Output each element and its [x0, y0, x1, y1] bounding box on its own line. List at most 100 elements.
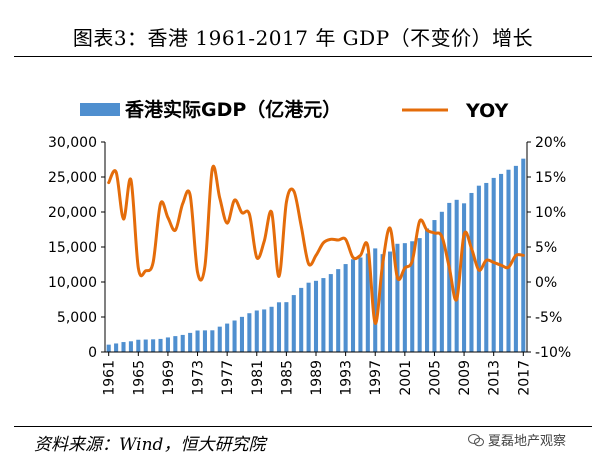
x-tick-label: 1961	[102, 360, 118, 396]
gdp-bar-1996	[365, 253, 370, 352]
title-divider	[14, 56, 592, 57]
right-tick-label: 10%	[535, 205, 566, 221]
gdp-bar-1989	[313, 280, 319, 352]
source-note: 资料来源：Wind，恒大研究院	[34, 435, 266, 455]
gdp-bar-1968	[158, 338, 163, 352]
gdp-bar-2008	[454, 199, 459, 352]
gdp-bar-2007	[447, 202, 452, 352]
gdp-bar-1987	[299, 287, 304, 352]
x-tick-label: 2013	[487, 360, 503, 396]
left-tick-label: 25,000	[48, 170, 97, 186]
gdp-bar-1973	[195, 330, 200, 352]
gdp-bar-1974	[202, 330, 207, 352]
x-tick-label: 1985	[279, 360, 295, 396]
gdp-bar-1988	[306, 282, 311, 352]
legend-bar-label: 香港实际GDP（亿港元）	[124, 98, 341, 121]
gdp-bar-1964	[128, 341, 133, 352]
gdp-bar-1977	[225, 323, 230, 352]
gdp-bar-2012	[484, 182, 489, 352]
gdp-bar-1985	[284, 302, 289, 352]
gdp-bar-1983	[269, 306, 274, 352]
gdp-bar-1982	[262, 309, 267, 352]
gdp-bar-2005	[432, 220, 437, 352]
gdp-bar-1986	[291, 295, 296, 352]
gdp-bar-1965	[136, 339, 141, 352]
gdp-bar-1976	[217, 326, 222, 352]
gdp-bar-2015	[506, 169, 511, 352]
gdp-bar-1980	[247, 313, 252, 352]
left-y-axis-ticks: 0 5,000 10,000 15,000 20,000 25,000 30,000	[48, 135, 105, 361]
gdp-bar-1967	[151, 339, 156, 352]
right-tick-label: -5%	[535, 310, 562, 326]
left-tick-label: 20,000	[48, 205, 97, 221]
gdp-bar-2001	[402, 243, 407, 352]
x-tick-label: 1993	[339, 360, 355, 396]
x-tick-label: 1977	[220, 360, 236, 396]
x-axis-ticks: 1961 1965 1969 1973 1977 1981 1985 1989 1993 1997…	[102, 352, 532, 396]
right-tick-label: 20%	[535, 135, 566, 151]
gdp-bar-2010	[469, 192, 474, 352]
gdp-bar-2000	[395, 243, 400, 352]
gdp-bar-2009	[462, 203, 467, 352]
gdp-bar-1984	[276, 302, 282, 352]
chart-title: 图表3：香港 1961-2017 年 GDP（不变价）增长	[72, 26, 534, 50]
left-tick-label: 15,000	[48, 240, 97, 256]
gdp-bar-2016	[513, 165, 518, 352]
x-tick-label: 2001	[398, 360, 414, 396]
gdp-bar-1975	[210, 330, 215, 352]
x-tick-label: 2009	[457, 360, 473, 396]
gdp-bar-1971	[180, 334, 185, 352]
yoy-line	[107, 164, 525, 325]
gdp-bar-2002	[410, 241, 415, 352]
x-tick-label: 1973	[191, 360, 207, 396]
gdp-bar-1999	[388, 251, 393, 352]
x-tick-label: 1981	[250, 360, 266, 396]
legend-bar-swatch	[80, 103, 120, 116]
watermark: 夏磊地产观察	[468, 430, 566, 449]
gdp-bar-1966	[143, 339, 148, 352]
gdp-bar-1997	[373, 248, 378, 352]
gdp-bar-1963	[121, 342, 126, 352]
gdp-bar-2004	[425, 228, 430, 352]
x-tick-label: 1965	[131, 360, 147, 396]
left-tick-label: 10,000	[48, 275, 97, 291]
gdp-bar-1995	[358, 257, 363, 352]
x-tick-label: 1997	[368, 360, 384, 396]
gdp-bar-1998	[380, 254, 385, 352]
wechat-icon	[468, 433, 484, 446]
gdp-bar-1961	[106, 344, 111, 352]
watermark-text: 夏磊地产观察	[488, 434, 567, 449]
x-tick-label: 2017	[516, 360, 532, 396]
left-tick-label: 0	[88, 345, 97, 361]
right-y-axis-ticks: -10% -5% 0% 5% 10% 15% 20%	[527, 135, 571, 361]
gdp-bar-1962	[114, 343, 119, 352]
gdp-bar-1992	[336, 269, 341, 352]
x-tick-label: 1989	[309, 360, 325, 396]
gdp-bar-2013	[491, 177, 496, 352]
gdp-bar-1970	[173, 336, 178, 352]
gdp-bar-1978	[232, 320, 237, 352]
x-tick-label: 2005	[427, 360, 443, 396]
right-tick-label: 15%	[535, 170, 566, 186]
gdp-bar-2006	[439, 211, 444, 352]
gdp-bar-1972	[188, 332, 193, 352]
right-tick-label: -10%	[535, 345, 571, 361]
gdp-bar-1994	[350, 259, 356, 352]
right-tick-label: 5%	[535, 240, 557, 256]
gdp-bar-1991	[328, 274, 333, 352]
gdp-bar-1990	[321, 278, 326, 352]
gdp-bar-1981	[254, 310, 259, 352]
gdp-bar-2014	[499, 173, 504, 352]
left-tick-label: 5,000	[57, 310, 97, 326]
gdp-bar-1979	[239, 316, 244, 352]
gdp-bar-2003	[417, 238, 422, 352]
gdp-bar-1969	[165, 337, 170, 352]
gdp-bar-1993	[343, 264, 348, 352]
legend-line-label: YOY	[465, 100, 509, 122]
legend: 香港实际GDP（亿港元） YOY	[80, 98, 509, 122]
footer-divider	[14, 426, 592, 427]
x-tick-label: 1969	[161, 360, 177, 396]
right-tick-label: 0%	[535, 275, 557, 291]
left-tick-label: 30,000	[48, 135, 97, 151]
